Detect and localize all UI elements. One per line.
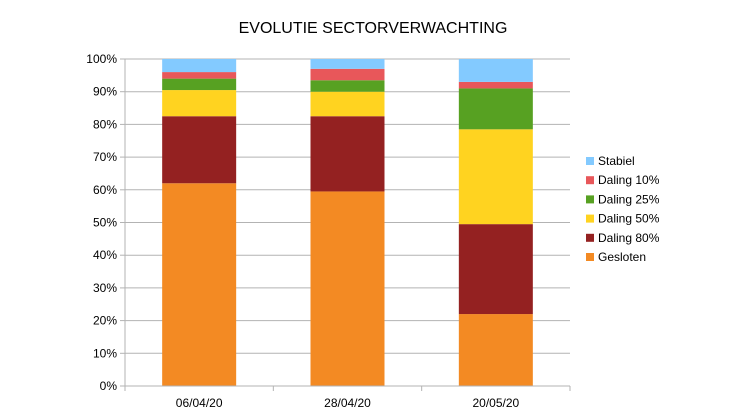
x-tick-label: 28/04/20: [324, 396, 371, 410]
legend: Stabiel Daling 10% Daling 25% Daling 50% Dal…: [586, 154, 660, 264]
bar-segment-gesloten-1: [162, 183, 237, 386]
y-tick-label: 100%: [86, 52, 117, 66]
bar-segment-daling-25--3: [458, 88, 533, 130]
bar-segment-gesloten-3: [458, 314, 533, 386]
bar-segment-daling-25--2: [310, 80, 385, 92]
legend-label: Daling 50%: [598, 212, 660, 226]
y-tick-label: 0%: [100, 379, 118, 393]
chart-title: EVOLUTIE SECTORVERWACHTING: [239, 20, 508, 37]
x-tick-label: 06/04/20: [176, 396, 223, 410]
bar-segment-stabiel-2: [310, 59, 385, 69]
legend-swatch: [586, 195, 594, 204]
bar-segment-daling-50--2: [310, 91, 385, 117]
bar-segment-gesloten-2: [310, 191, 385, 386]
y-tick-label: 40%: [93, 248, 117, 262]
y-tick-label: 50%: [93, 216, 117, 230]
legend-swatch: [586, 233, 594, 242]
legend-swatch: [586, 214, 594, 223]
bar-segment-daling-10--2: [310, 68, 385, 81]
legend-label: Daling 25%: [598, 192, 660, 206]
y-tick-label: 80%: [93, 117, 117, 131]
legend-label: Daling 10%: [598, 173, 660, 187]
y-tick-label: 70%: [93, 150, 117, 164]
legend-swatch: [586, 176, 594, 185]
y-tick-label: 20%: [93, 314, 117, 328]
bar-segment-daling-50--3: [458, 129, 533, 225]
y-tick-label: 90%: [93, 85, 117, 99]
legend-swatch: [586, 157, 594, 165]
x-tick-label: 20/05/20: [472, 396, 519, 410]
bar-segment-stabiel-1: [162, 59, 237, 73]
bar-segment-daling-80--2: [310, 116, 385, 192]
legend-label: Daling 80%: [598, 231, 660, 245]
y-tick-label: 30%: [93, 281, 117, 295]
bar-segment-daling-80--1: [162, 116, 237, 184]
y-tick-label: 10%: [93, 346, 117, 360]
bar-segment-daling-10--1: [162, 72, 237, 79]
bar-segment-daling-25--1: [162, 78, 237, 91]
bar-segment-stabiel-3: [458, 59, 533, 82]
bar-segment-daling-80--3: [458, 224, 533, 315]
plot-area: 0% 10% 20% 30% 40% 50% 60% 70% 80% 90% 100% 06/04/2…: [86, 52, 571, 410]
bar-segment-daling-10--3: [458, 81, 533, 89]
legend-swatch: [586, 253, 594, 261]
legend-label: Stabiel: [598, 154, 635, 168]
y-tick-label: 60%: [93, 183, 117, 197]
bar-segment-daling-50--1: [162, 90, 237, 117]
legend-label: Gesloten: [598, 250, 646, 264]
